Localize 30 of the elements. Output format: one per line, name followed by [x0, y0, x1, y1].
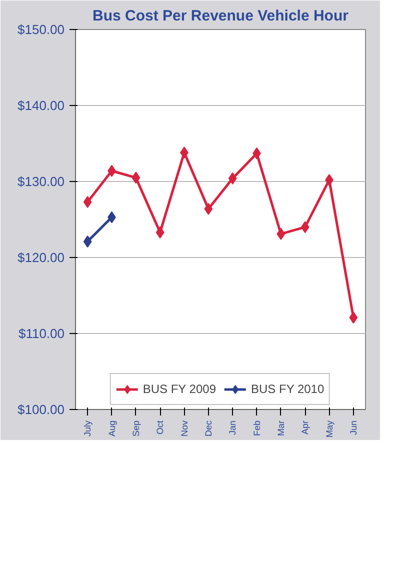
x-tick-label: July	[82, 420, 93, 437]
point	[228, 172, 237, 184]
x-tick-label: Oct	[155, 420, 166, 434]
point	[83, 236, 92, 248]
x-tick-label: Jun	[348, 420, 358, 436]
x-tick-label: Feb	[252, 420, 262, 436]
point	[132, 172, 140, 184]
point	[156, 226, 164, 238]
x-tick-label: Mar	[276, 420, 286, 436]
x-tick-label: Sep	[130, 420, 141, 437]
point	[83, 196, 92, 208]
y-tick-label: $130.00	[18, 174, 65, 189]
legend-label: BUS FY 2010	[251, 382, 324, 396]
x-tick-label: Apr	[300, 420, 310, 435]
y-tick-label: $100.00	[18, 402, 65, 417]
point	[300, 221, 310, 234]
x-tick-label: Nov	[179, 420, 190, 437]
y-tick-label: $110.00	[18, 326, 65, 341]
y-tick-label: $140.00	[18, 98, 65, 113]
y-tick-label: $150.00	[18, 22, 65, 37]
legend-label: BUS FY 2009	[142, 382, 216, 396]
x-tick-label: Aug	[106, 420, 117, 437]
point	[349, 312, 358, 324]
x-tick-label: May	[324, 420, 334, 438]
x-tick-label: Jan	[228, 420, 238, 436]
y-tick-label: $120.00	[18, 250, 65, 265]
point	[276, 228, 286, 240]
point	[204, 202, 213, 215]
x-tick-label: Dec	[203, 420, 214, 437]
chart-title: Bus Cost Per Revenue Vehicle Hour	[92, 8, 349, 24]
